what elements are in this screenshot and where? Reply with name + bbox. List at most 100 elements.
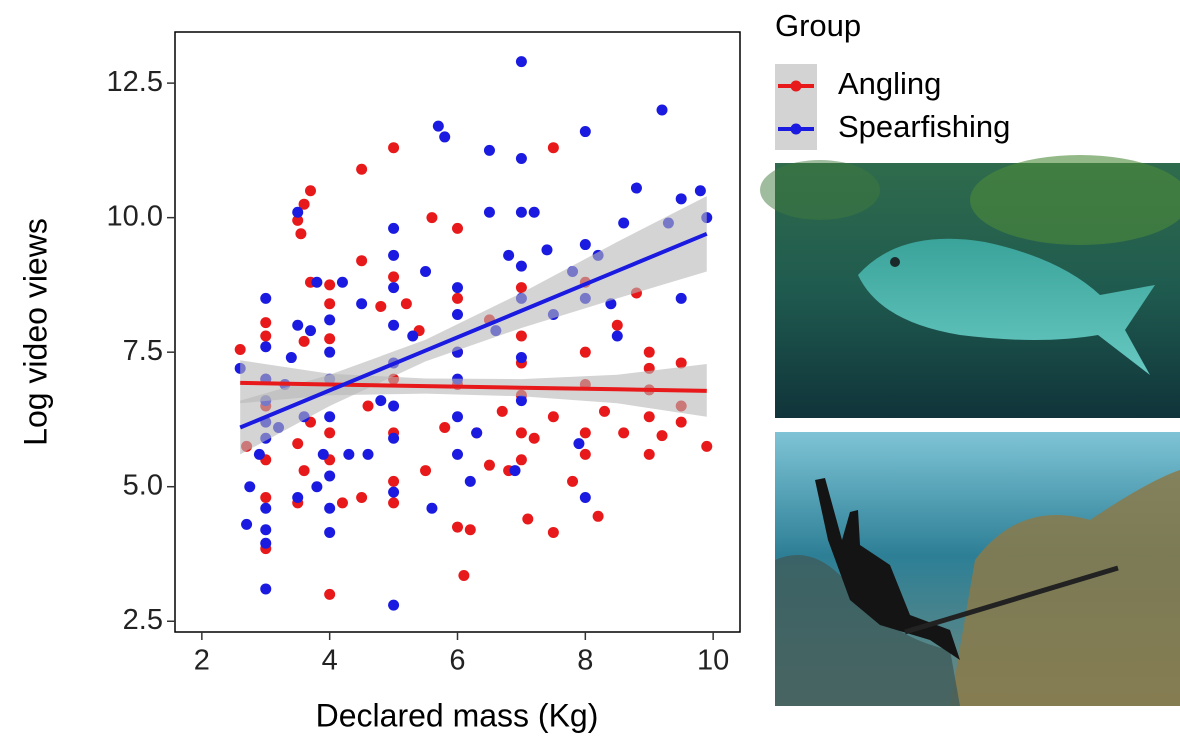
point — [388, 400, 400, 412]
point — [324, 279, 336, 291]
point — [675, 357, 687, 369]
point — [336, 497, 348, 509]
point — [388, 319, 400, 331]
confidence-band — [240, 196, 707, 455]
point — [388, 142, 400, 154]
point — [298, 335, 310, 347]
point — [701, 440, 713, 452]
point — [324, 314, 336, 326]
point — [324, 298, 336, 310]
point — [630, 182, 642, 194]
point — [388, 475, 400, 487]
point — [579, 239, 591, 251]
y-tick-label: 10.0 — [107, 200, 163, 232]
point — [515, 427, 527, 439]
point — [452, 448, 463, 460]
point — [324, 411, 336, 423]
point — [439, 422, 451, 434]
point — [388, 249, 400, 261]
y-tick-label: 12.5 — [107, 66, 163, 98]
point — [515, 260, 527, 272]
point — [547, 142, 559, 154]
point — [515, 56, 527, 68]
point — [375, 300, 387, 312]
y-tick-label: 7.5 — [123, 335, 163, 367]
point — [298, 465, 310, 477]
point — [483, 144, 495, 156]
point — [573, 438, 585, 450]
point — [324, 470, 336, 482]
fish — [858, 238, 1155, 375]
x-tick-label: 2 — [194, 645, 210, 677]
point — [515, 352, 527, 364]
point — [452, 521, 463, 533]
fit-line — [239, 231, 708, 430]
point — [407, 330, 419, 342]
point — [452, 411, 463, 423]
point — [304, 325, 316, 337]
marks — [234, 56, 713, 611]
point — [496, 405, 508, 417]
point — [643, 411, 655, 423]
point — [618, 427, 630, 439]
point — [311, 276, 323, 288]
point — [324, 346, 336, 358]
point — [464, 524, 476, 536]
point — [528, 206, 540, 218]
point — [579, 448, 591, 460]
point — [579, 126, 591, 138]
legend-key-dot — [790, 80, 802, 92]
point — [515, 282, 527, 294]
point — [643, 346, 655, 358]
point — [515, 330, 527, 342]
legend-label: Spearfishing — [838, 109, 1010, 144]
point — [599, 405, 611, 417]
point — [356, 491, 368, 503]
point — [324, 427, 336, 439]
point — [618, 217, 630, 229]
point — [420, 265, 432, 277]
point — [292, 438, 304, 450]
point — [388, 497, 400, 509]
point — [292, 206, 304, 218]
x-tick-label: 8 — [577, 645, 593, 677]
seaweed — [970, 155, 1180, 245]
point — [452, 292, 463, 304]
point — [292, 491, 304, 503]
point — [253, 448, 265, 460]
point — [515, 395, 527, 407]
point — [356, 163, 368, 175]
point — [452, 282, 463, 294]
point — [452, 309, 463, 321]
point — [656, 104, 668, 116]
point — [260, 537, 272, 549]
seaweed — [760, 160, 880, 220]
point — [426, 212, 438, 224]
point — [567, 475, 579, 487]
point — [260, 292, 272, 304]
point — [375, 395, 387, 407]
point — [439, 131, 451, 143]
point — [298, 198, 310, 210]
point — [324, 502, 336, 514]
rock — [775, 555, 960, 706]
rock — [950, 470, 1180, 706]
point — [503, 249, 515, 261]
speargun — [904, 565, 1119, 635]
point — [643, 448, 655, 460]
x-tick-label: 10 — [697, 645, 729, 677]
point — [241, 518, 253, 530]
point — [388, 486, 400, 498]
point — [483, 206, 495, 218]
x-axis-label: Declared mass (Kg) — [316, 697, 599, 733]
point — [528, 432, 540, 444]
point — [388, 282, 400, 294]
x-tick-label: 4 — [322, 645, 338, 677]
x-tick-label: 6 — [449, 645, 465, 677]
point — [656, 430, 668, 442]
point — [675, 193, 687, 205]
diver — [815, 478, 960, 660]
point — [304, 185, 316, 197]
point — [260, 317, 272, 329]
